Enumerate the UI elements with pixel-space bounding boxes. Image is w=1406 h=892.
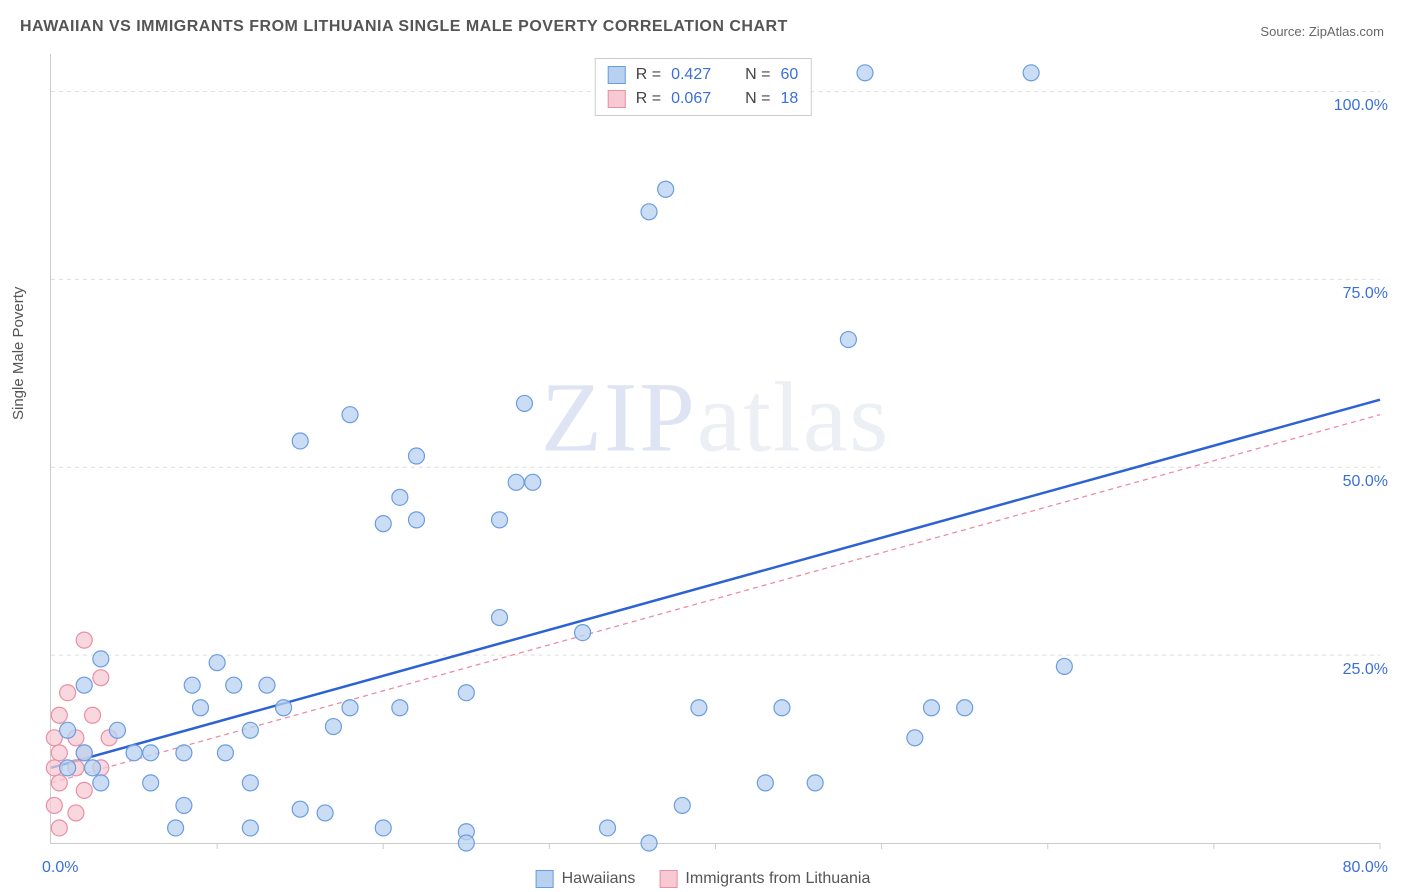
source-attribution: Source: ZipAtlas.com <box>1260 24 1384 39</box>
legend-item-b: Immigrants from Lithuania <box>659 870 870 888</box>
x-tick-label-0: 0.0% <box>42 859 78 877</box>
y-tick-label: 25.0% <box>1343 661 1388 679</box>
r-label-b: R = <box>636 87 661 111</box>
y-axis-label: Single Male Poverty <box>10 287 27 420</box>
source-name: ZipAtlas.com <box>1309 24 1384 39</box>
y-tick-label: 50.0% <box>1343 473 1388 491</box>
n-value-a: 60 <box>780 63 798 87</box>
y-tick-label: 100.0% <box>1334 97 1388 115</box>
source-label: Source: <box>1260 24 1305 39</box>
legend-swatch-a <box>536 870 554 888</box>
r-value-b: 0.067 <box>671 87 711 111</box>
r-value-a: 0.427 <box>671 63 711 87</box>
n-value-b: 18 <box>780 87 798 111</box>
n-label-a: N = <box>745 63 770 87</box>
swatch-a <box>608 66 626 84</box>
x-tick-label-80: 80.0% <box>1343 859 1388 877</box>
legend-label-a: Hawaiians <box>562 870 636 888</box>
chart-title: HAWAIIAN VS IMMIGRANTS FROM LITHUANIA SI… <box>20 18 788 36</box>
swatch-b <box>608 90 626 108</box>
bottom-legend: Hawaiians Immigrants from Lithuania <box>536 870 871 888</box>
stats-row-b: R = 0.067 N = 18 <box>608 87 799 111</box>
stats-legend: R = 0.427 N = 60 R = 0.067 N = 18 <box>595 58 812 116</box>
legend-label-b: Immigrants from Lithuania <box>685 870 870 888</box>
legend-swatch-b <box>659 870 677 888</box>
y-tick-label: 75.0% <box>1343 285 1388 303</box>
n-label-b: N = <box>745 87 770 111</box>
r-label-a: R = <box>636 63 661 87</box>
plot-area: ZIPatlas <box>50 54 1380 844</box>
stats-row-a: R = 0.427 N = 60 <box>608 63 799 87</box>
legend-item-a: Hawaiians <box>536 870 636 888</box>
chart-svg <box>51 54 1380 843</box>
